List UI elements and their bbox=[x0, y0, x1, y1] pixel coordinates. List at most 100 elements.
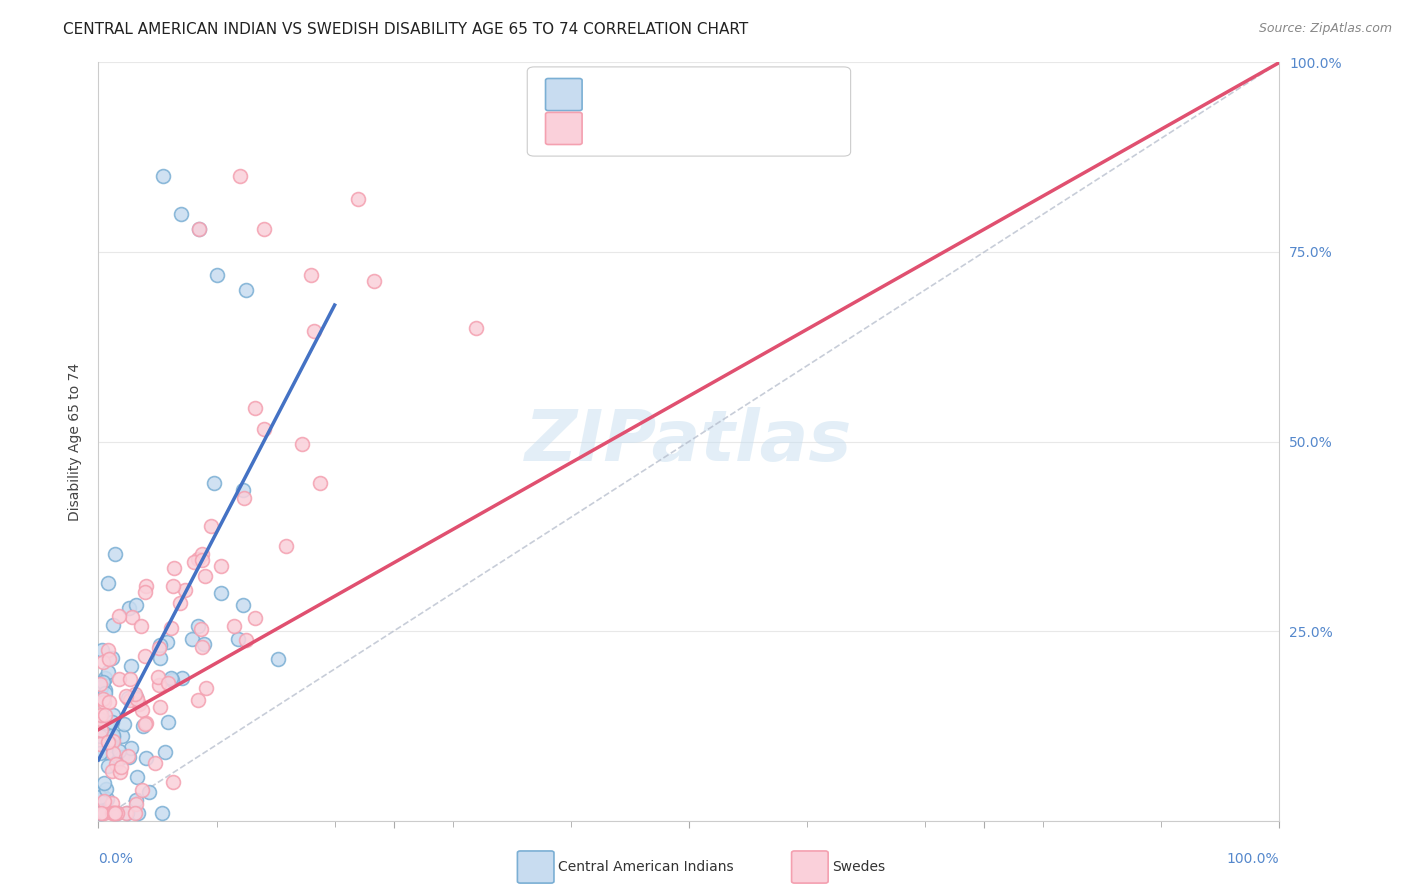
Point bbox=[103, 734, 125, 748]
Point bbox=[135, 716, 157, 731]
Point bbox=[101, 764, 124, 778]
Point bbox=[135, 751, 157, 765]
Text: Source: ZipAtlas.com: Source: ZipAtlas.com bbox=[1258, 22, 1392, 36]
Point bbox=[94, 707, 117, 722]
Point bbox=[186, 692, 208, 706]
Point bbox=[134, 717, 156, 731]
Point bbox=[118, 692, 141, 706]
Point bbox=[148, 638, 170, 652]
Point bbox=[465, 320, 488, 334]
Text: ZIPatlas: ZIPatlas bbox=[526, 407, 852, 476]
Point bbox=[93, 776, 115, 790]
Point bbox=[94, 782, 117, 797]
Point bbox=[347, 192, 370, 206]
Point bbox=[226, 632, 249, 647]
Text: N = 74: N = 74 bbox=[717, 87, 770, 102]
Point bbox=[156, 635, 179, 649]
Point bbox=[124, 687, 146, 701]
Text: CENTRAL AMERICAN INDIAN VS SWEDISH DISABILITY AGE 65 TO 74 CORRELATION CHART: CENTRAL AMERICAN INDIAN VS SWEDISH DISAB… bbox=[63, 22, 748, 37]
Point bbox=[125, 690, 148, 704]
Point bbox=[101, 796, 124, 810]
Point bbox=[103, 728, 125, 742]
Point bbox=[131, 703, 153, 717]
Point bbox=[93, 695, 115, 709]
Point bbox=[162, 775, 184, 789]
Text: R = 0.736: R = 0.736 bbox=[591, 121, 668, 136]
Y-axis label: Disability Age 65 to 74: Disability Age 65 to 74 bbox=[69, 362, 83, 521]
Point bbox=[120, 741, 142, 756]
Point bbox=[235, 632, 257, 647]
Point bbox=[98, 652, 121, 666]
Point bbox=[274, 539, 297, 553]
Point bbox=[180, 632, 202, 647]
Point bbox=[190, 622, 212, 636]
Point bbox=[160, 671, 183, 685]
Point bbox=[108, 764, 131, 779]
Point bbox=[94, 671, 117, 685]
Point bbox=[150, 806, 173, 821]
Point bbox=[363, 275, 385, 289]
Point bbox=[152, 169, 174, 184]
Point bbox=[101, 806, 124, 821]
Point bbox=[97, 643, 120, 657]
Point bbox=[125, 692, 148, 706]
Point bbox=[97, 759, 120, 773]
Point bbox=[134, 584, 156, 599]
Point bbox=[89, 690, 111, 704]
Point bbox=[110, 760, 132, 774]
Point bbox=[159, 621, 181, 635]
Point bbox=[148, 670, 170, 684]
Point bbox=[117, 691, 139, 706]
Point bbox=[163, 560, 186, 574]
Point bbox=[105, 806, 128, 821]
Point bbox=[105, 806, 128, 821]
Point bbox=[132, 719, 155, 733]
Point bbox=[100, 739, 122, 753]
Point bbox=[89, 712, 111, 726]
Point bbox=[112, 717, 135, 731]
Point bbox=[91, 692, 114, 706]
Text: R = 0.555: R = 0.555 bbox=[591, 87, 666, 102]
Point bbox=[162, 579, 184, 593]
Point bbox=[93, 683, 115, 698]
Point bbox=[108, 609, 131, 624]
Point bbox=[101, 746, 124, 760]
Point bbox=[155, 745, 177, 759]
Point bbox=[107, 744, 129, 758]
Point bbox=[104, 806, 127, 821]
Point bbox=[91, 806, 114, 821]
Text: 100.0%: 100.0% bbox=[1227, 852, 1279, 866]
Point bbox=[90, 643, 112, 657]
Point bbox=[149, 651, 172, 665]
Point bbox=[89, 677, 111, 691]
Point bbox=[96, 804, 118, 818]
Point bbox=[91, 656, 114, 670]
Point bbox=[131, 782, 153, 797]
Point bbox=[91, 674, 114, 689]
Point bbox=[299, 268, 322, 282]
Point bbox=[118, 600, 141, 615]
Point bbox=[108, 672, 131, 686]
Point bbox=[89, 746, 111, 760]
Point bbox=[89, 790, 111, 805]
Point bbox=[235, 283, 257, 297]
Point bbox=[115, 689, 138, 703]
Point bbox=[191, 553, 214, 567]
Point bbox=[118, 672, 141, 686]
Point bbox=[100, 714, 122, 729]
Point bbox=[148, 678, 170, 692]
Point bbox=[191, 547, 214, 561]
Point bbox=[103, 708, 125, 723]
Point bbox=[104, 756, 127, 771]
Point bbox=[169, 596, 191, 610]
Point bbox=[170, 671, 193, 685]
Point bbox=[308, 476, 330, 491]
Point bbox=[200, 518, 222, 533]
Point bbox=[90, 723, 112, 737]
Point bbox=[89, 806, 111, 821]
Point bbox=[229, 169, 252, 184]
Point bbox=[97, 665, 120, 680]
Point bbox=[89, 737, 111, 751]
Point bbox=[209, 558, 232, 573]
Point bbox=[131, 619, 153, 633]
